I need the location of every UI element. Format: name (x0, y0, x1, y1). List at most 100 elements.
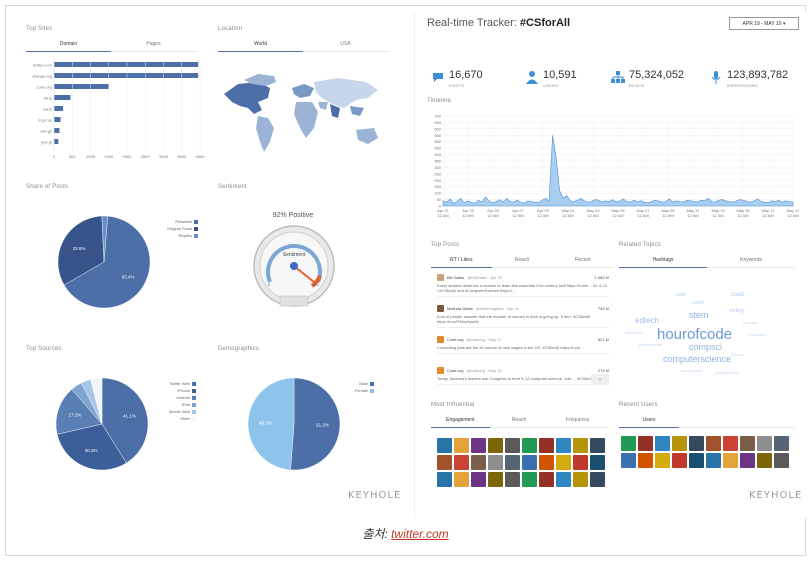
stat-reach-label: REACH (629, 83, 645, 88)
avatar[interactable] (454, 438, 469, 453)
hashtag-wordcloud: hourofcode computerscience compsci stem edte… (619, 274, 795, 384)
avatar[interactable] (706, 436, 721, 451)
avatar[interactable] (774, 453, 789, 468)
hashtag-word[interactable]: scratch (731, 352, 744, 357)
tab-engagement[interactable]: Engagement (431, 414, 490, 428)
avatar[interactable] (706, 453, 721, 468)
avatar[interactable] (522, 455, 537, 470)
avatar[interactable] (522, 472, 537, 487)
avatar[interactable] (723, 453, 738, 468)
pie-slice (63, 215, 151, 309)
avatar[interactable] (689, 436, 704, 451)
world-map[interactable] (218, 72, 388, 162)
avatar[interactable] (590, 438, 605, 453)
avatar[interactable] (471, 472, 486, 487)
post-item[interactable]: Melinda Gates @melindagates · Apr 24 755 M… (437, 305, 609, 328)
y-tick-label: 200 (434, 178, 441, 183)
tab-inf-reach[interactable]: Reach (489, 414, 549, 428)
hashtag-word[interactable]: cs4rl (693, 300, 704, 306)
avatar[interactable] (488, 455, 503, 470)
avatar[interactable] (556, 472, 571, 487)
avatar[interactable] (454, 472, 469, 487)
bar-label: change.org (32, 74, 52, 79)
post-item[interactable]: Bill Gates @BillGates · Apr 26 1,666 M Ever… (437, 274, 609, 297)
tab-frequency[interactable]: Frequency (548, 414, 608, 428)
tab-keywords[interactable]: Keywords (707, 254, 795, 268)
avatar[interactable] (757, 436, 772, 451)
avatar[interactable] (454, 455, 469, 470)
hashtag-word[interactable]: learntocode (681, 368, 702, 373)
hashtag-word[interactable]: girlswhocode (639, 342, 663, 347)
avatar[interactable] (556, 438, 571, 453)
hashtag-word[interactable]: computerscience (663, 354, 732, 364)
x-tick-label: 3500 (177, 154, 187, 159)
post-item[interactable]: Code.org @codeorg · May 10 274 M Today, Ame… (437, 367, 609, 385)
avatar[interactable] (539, 455, 554, 470)
tab-recent[interactable]: Recent (552, 254, 614, 268)
avatar[interactable] (590, 455, 605, 470)
hashtag-word[interactable]: hourofcode (657, 326, 733, 343)
source-link[interactable]: twitter.com (391, 527, 449, 541)
hashtag-word[interactable]: education (749, 332, 767, 337)
avatar[interactable] (655, 436, 670, 451)
avatar[interactable] (471, 438, 486, 453)
tab-pages[interactable]: Pages (111, 38, 196, 52)
avatar[interactable] (621, 436, 636, 451)
avatar[interactable] (590, 472, 605, 487)
tab-usa[interactable]: USA (303, 38, 388, 52)
avatar[interactable] (539, 472, 554, 487)
hashtag-word[interactable]: coding (729, 308, 744, 314)
hashtag-word[interactable]: csed (731, 292, 744, 298)
avatar[interactable] (757, 453, 772, 468)
pie-slice (57, 215, 105, 286)
avatar[interactable] (672, 436, 687, 451)
avatar[interactable] (505, 438, 520, 453)
hashtag-word[interactable]: code (675, 292, 686, 298)
x-tick-label: Apr 29 (537, 208, 550, 213)
hashtag-word[interactable]: edtech (635, 316, 660, 325)
date-range-dropdown[interactable]: APR 19 - MAY 19 ▾ (729, 17, 799, 30)
post-item[interactable]: Code.org @codeorg · May 17 821 M Computing … (437, 336, 609, 354)
hashtag-word[interactable]: techgirls (743, 320, 758, 325)
stat-users: 10,591 USERS (525, 70, 577, 88)
avatar[interactable] (539, 438, 554, 453)
avatar[interactable] (672, 453, 687, 468)
avatar[interactable] (723, 436, 738, 451)
tab-rt-likes[interactable]: RT / Likes (431, 254, 492, 268)
avatar[interactable] (522, 438, 537, 453)
avatar[interactable] (621, 453, 636, 468)
chevron-down-icon[interactable]: ⌄ (591, 374, 609, 384)
tab-reach[interactable]: Reach (491, 254, 553, 268)
tab-users[interactable]: Users (619, 414, 679, 428)
hashtag-word[interactable]: compsci (689, 342, 723, 352)
tab-domain[interactable]: Domain (26, 38, 111, 52)
avatar[interactable] (655, 453, 670, 468)
avatar[interactable] (573, 455, 588, 470)
avatar[interactable] (556, 455, 571, 470)
avatar[interactable] (488, 438, 503, 453)
tab-hashtags[interactable]: Hashtags (619, 254, 707, 268)
avatar[interactable] (437, 455, 452, 470)
avatar[interactable] (437, 438, 452, 453)
post-stat: 821 M (597, 337, 609, 342)
avatar[interactable] (471, 455, 486, 470)
avatar[interactable] (740, 453, 755, 468)
x-tick-sublabel: 12 AM (762, 213, 773, 218)
avatar[interactable] (774, 436, 789, 451)
avatar[interactable] (740, 436, 755, 451)
avatar[interactable] (638, 453, 653, 468)
avatar[interactable] (437, 472, 452, 487)
hashtag-word[interactable]: programming (715, 370, 739, 375)
avatar[interactable] (505, 455, 520, 470)
hashtag-word[interactable]: stem (689, 310, 709, 320)
avatar[interactable] (505, 472, 520, 487)
hashtag-word[interactable]: csedweek (625, 330, 643, 335)
y-tick-label: 650 (434, 120, 441, 125)
avatar[interactable] (573, 472, 588, 487)
avatar[interactable] (488, 472, 503, 487)
avatar[interactable] (638, 436, 653, 451)
tab-world[interactable]: World (218, 38, 303, 52)
legend-swatch (192, 416, 196, 421)
avatar[interactable] (573, 438, 588, 453)
avatar[interactable] (689, 453, 704, 468)
